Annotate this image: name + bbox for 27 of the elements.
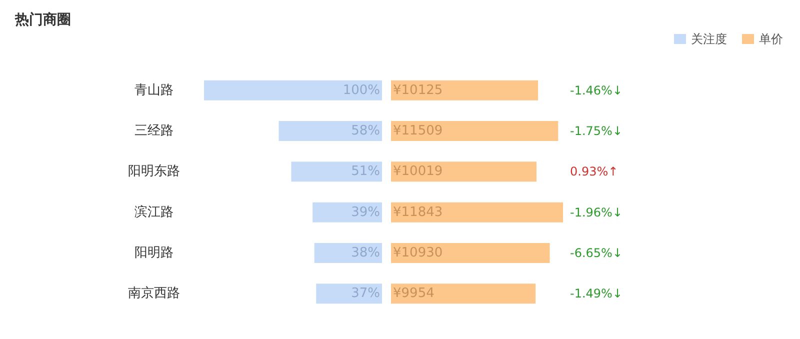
bar [291, 162, 382, 182]
bar [391, 80, 538, 100]
text: 0.93%↑ [570, 164, 618, 179]
y-tick-label: 南京西路 [128, 286, 180, 302]
bar [391, 121, 558, 141]
text: -1.49%↓ [570, 286, 623, 301]
y-tick-label: 滨江路 [134, 204, 174, 220]
bar [391, 202, 563, 222]
y-tick-label: 阳明路 [134, 246, 174, 260]
text: -1.75%↓ [570, 124, 623, 138]
text: -1.46%↓ [570, 83, 623, 98]
y-tick-label: 三经路 [134, 124, 174, 138]
legend-label: 单价 [759, 32, 783, 46]
legend-label: 关注度 [691, 32, 727, 46]
bar [391, 243, 550, 263]
bar [391, 162, 537, 182]
bar [204, 80, 382, 100]
bar [314, 243, 382, 263]
bar [278, 121, 382, 141]
bar [312, 202, 382, 222]
bar [391, 284, 536, 304]
bar [316, 284, 382, 304]
text: 热门商圈 [14, 11, 71, 28]
text: -6.65%↓ [570, 246, 623, 260]
y-tick-label: 青山路 [134, 82, 174, 98]
text: -1.96%↓ [570, 205, 623, 220]
y-tick-label: 阳明东路 [128, 164, 180, 180]
